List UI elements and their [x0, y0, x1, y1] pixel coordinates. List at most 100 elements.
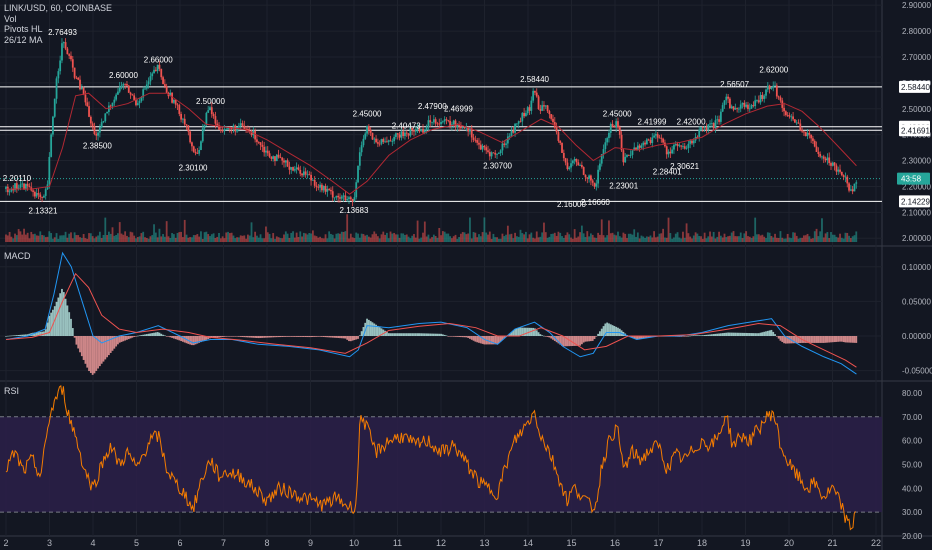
volume-bar	[26, 232, 29, 242]
macd-histogram-bar	[824, 336, 827, 343]
macd-histogram-bar	[835, 336, 838, 342]
macd-histogram-bar	[793, 336, 796, 344]
candle-body	[537, 96, 540, 110]
candle-body	[710, 123, 713, 124]
macd-histogram-bar	[386, 331, 388, 336]
candle-body	[227, 127, 229, 130]
candle-body	[784, 111, 787, 116]
macd-histogram-bar	[772, 331, 775, 336]
volume-bar	[61, 235, 63, 242]
macd-histogram-bar	[348, 336, 350, 342]
macd-histogram-bar	[526, 327, 529, 336]
volume-bar	[339, 233, 341, 242]
macd-histogram-bar	[573, 336, 576, 346]
macd-histogram-bar	[321, 336, 323, 337]
level-price-label: 2.41691	[901, 126, 930, 135]
candle-body	[855, 182, 858, 184]
macd-histogram-bar	[55, 301, 58, 336]
macd-histogram-bar	[346, 336, 349, 340]
macd-pane[interactable]	[5, 251, 858, 375]
macd-histogram-bar	[33, 332, 36, 336]
macd-histogram-bar	[600, 328, 603, 336]
candle-body	[212, 114, 215, 117]
macd-histogram-bar	[680, 336, 683, 337]
candle-body	[579, 164, 581, 166]
macd-histogram-bar	[613, 326, 616, 336]
macd-pane-label[interactable]: MACD	[4, 251, 31, 261]
volume-bar	[118, 222, 121, 242]
volume-bar	[698, 236, 701, 242]
candle-body	[297, 167, 300, 170]
volume-bar	[521, 233, 524, 242]
candle-body	[819, 153, 822, 157]
volume-bar	[497, 238, 500, 242]
volume-bar	[783, 238, 785, 242]
macd-histogram-bar	[15, 335, 18, 336]
volume-bar	[734, 236, 737, 242]
volume-bar	[561, 236, 563, 242]
volume-bar	[306, 234, 309, 242]
volume-bar	[158, 228, 161, 242]
candle-body	[743, 102, 746, 107]
price-pane[interactable]	[5, 38, 858, 242]
candle-body	[172, 99, 175, 103]
volume-bar	[55, 233, 58, 242]
candle-body	[52, 116, 54, 135]
rsi-pane[interactable]	[5, 384, 856, 531]
volume-bar	[8, 231, 11, 242]
volume-bar	[144, 237, 146, 242]
pivot-label: 2.41999	[638, 117, 667, 126]
macd-histogram-bar	[70, 318, 72, 336]
volume-bar	[851, 236, 854, 242]
candle-body	[70, 55, 72, 60]
rsi-pane-label[interactable]: RSI	[4, 386, 20, 396]
macd-histogram-bar	[279, 336, 282, 338]
pivots-indicator-label[interactable]: Pivots HL	[4, 24, 43, 34]
volume-bar	[111, 227, 114, 242]
volume-bar	[701, 238, 704, 242]
candle-body	[775, 85, 778, 97]
vol-indicator-label[interactable]: Vol	[4, 13, 17, 24]
volume-bar	[290, 232, 293, 242]
candle-body	[443, 119, 446, 122]
volume-bar	[461, 232, 464, 242]
candle-body	[245, 128, 247, 130]
volume-bar	[97, 235, 99, 242]
volume-bar	[192, 235, 195, 242]
volume-bar	[487, 234, 489, 242]
last-price-badge	[897, 172, 930, 185]
candle-body	[653, 135, 655, 138]
volume-bar	[248, 235, 251, 242]
candle-body	[512, 130, 515, 133]
candle-body	[481, 145, 484, 150]
macd-histogram-bar	[252, 336, 255, 338]
volume-bar	[342, 232, 345, 242]
candle-body	[140, 97, 143, 102]
candle-body	[483, 145, 486, 148]
candle-body	[806, 132, 809, 137]
ma-indicator-label[interactable]: 26/12 MA	[4, 34, 43, 45]
macd-histogram-bar	[447, 336, 450, 337]
candle-body	[674, 143, 677, 145]
volume-bar	[395, 234, 397, 242]
candle-body	[279, 157, 282, 159]
volume-bar	[407, 236, 410, 242]
volume-bar	[422, 232, 424, 242]
candle-body	[535, 92, 538, 97]
candle-body	[422, 128, 424, 133]
macd-histogram-bar	[750, 333, 753, 336]
volume-bar	[10, 236, 13, 242]
volume-bar	[741, 238, 744, 242]
volume-bar	[664, 237, 666, 242]
volume-bar	[719, 235, 722, 242]
x-tick-label: 18	[697, 538, 707, 548]
candle-body	[205, 112, 208, 125]
volume-bar	[539, 236, 542, 242]
pivot-label: 2.45000	[603, 110, 632, 119]
candle-body	[402, 131, 405, 136]
candle-body	[738, 108, 740, 110]
rsi-tick-label: 70.00	[902, 413, 923, 422]
candle-body	[528, 107, 531, 111]
macd-histogram-bar	[120, 336, 123, 342]
